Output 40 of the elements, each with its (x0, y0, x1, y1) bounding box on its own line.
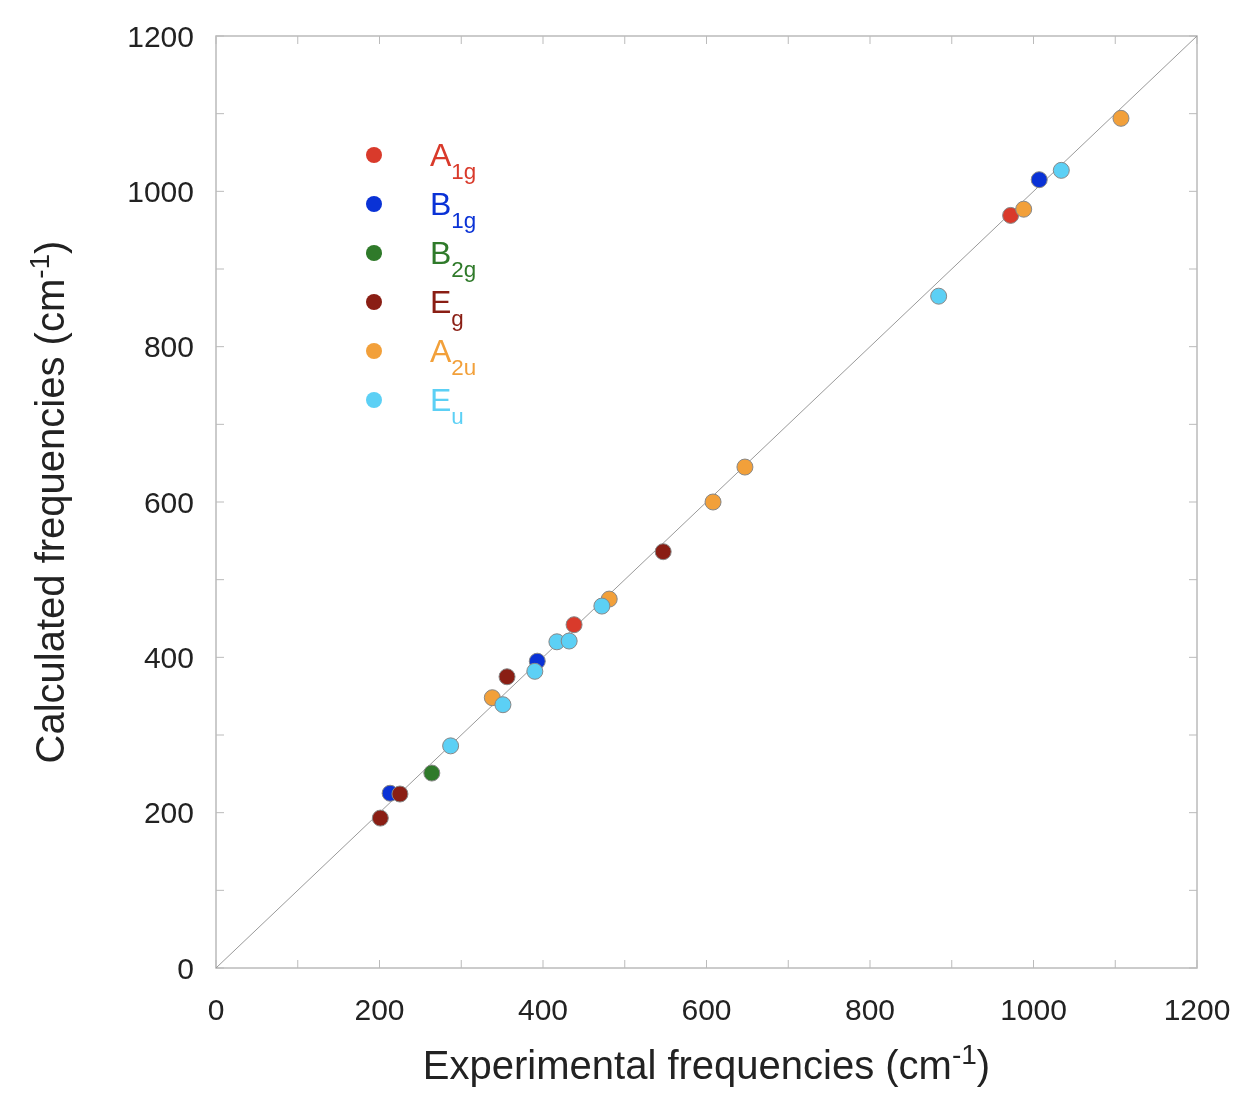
y-tick-label: 400 (143, 640, 194, 674)
legend-label: E$_{g}$ (430, 284, 464, 331)
point (1002, 206, 1020, 224)
y-tick-label: 0 (177, 951, 194, 985)
point (593, 597, 611, 615)
x-tick-label: 600 (681, 993, 732, 1026)
point (498, 668, 516, 686)
y-tick-label: 800 (143, 330, 194, 364)
legend-label: E$_{u}$ (430, 382, 464, 429)
point (704, 493, 722, 511)
x-tick-label: 400 (517, 993, 569, 1026)
x-tick-label: 1200 (1163, 993, 1231, 1026)
point (494, 696, 512, 714)
x-tick-label: 800 (844, 993, 896, 1026)
point (423, 764, 441, 782)
y-tick-label: 1200 (127, 19, 194, 53)
point (1030, 171, 1048, 189)
point (930, 287, 948, 305)
point (565, 616, 583, 634)
point (371, 809, 389, 827)
y-tick-label: 1000 (127, 174, 194, 208)
point (1015, 200, 1033, 218)
point (391, 785, 409, 803)
point (1052, 161, 1070, 179)
y-tick-label: 200 (143, 796, 194, 830)
legend-label: A$_{2u}$ (430, 333, 477, 380)
x-tick-label: 200 (354, 993, 405, 1026)
point (736, 458, 754, 476)
legend-label: B$_{2g}$ (430, 235, 477, 282)
legend-label: A$_{1g}$ (430, 137, 477, 184)
point (1112, 109, 1130, 127)
x-axis-title: Experimental frequencies (cm$^{-1}$) (422, 1038, 991, 1087)
x-tick-label: 0 (207, 993, 225, 1026)
point (654, 543, 672, 561)
x-tick-label: 1000 (1000, 993, 1067, 1026)
point (442, 737, 460, 755)
point (526, 662, 544, 680)
point (560, 632, 578, 650)
y-tick-label: 600 (143, 485, 194, 519)
legend-label: B$_{1g}$ (430, 186, 477, 233)
